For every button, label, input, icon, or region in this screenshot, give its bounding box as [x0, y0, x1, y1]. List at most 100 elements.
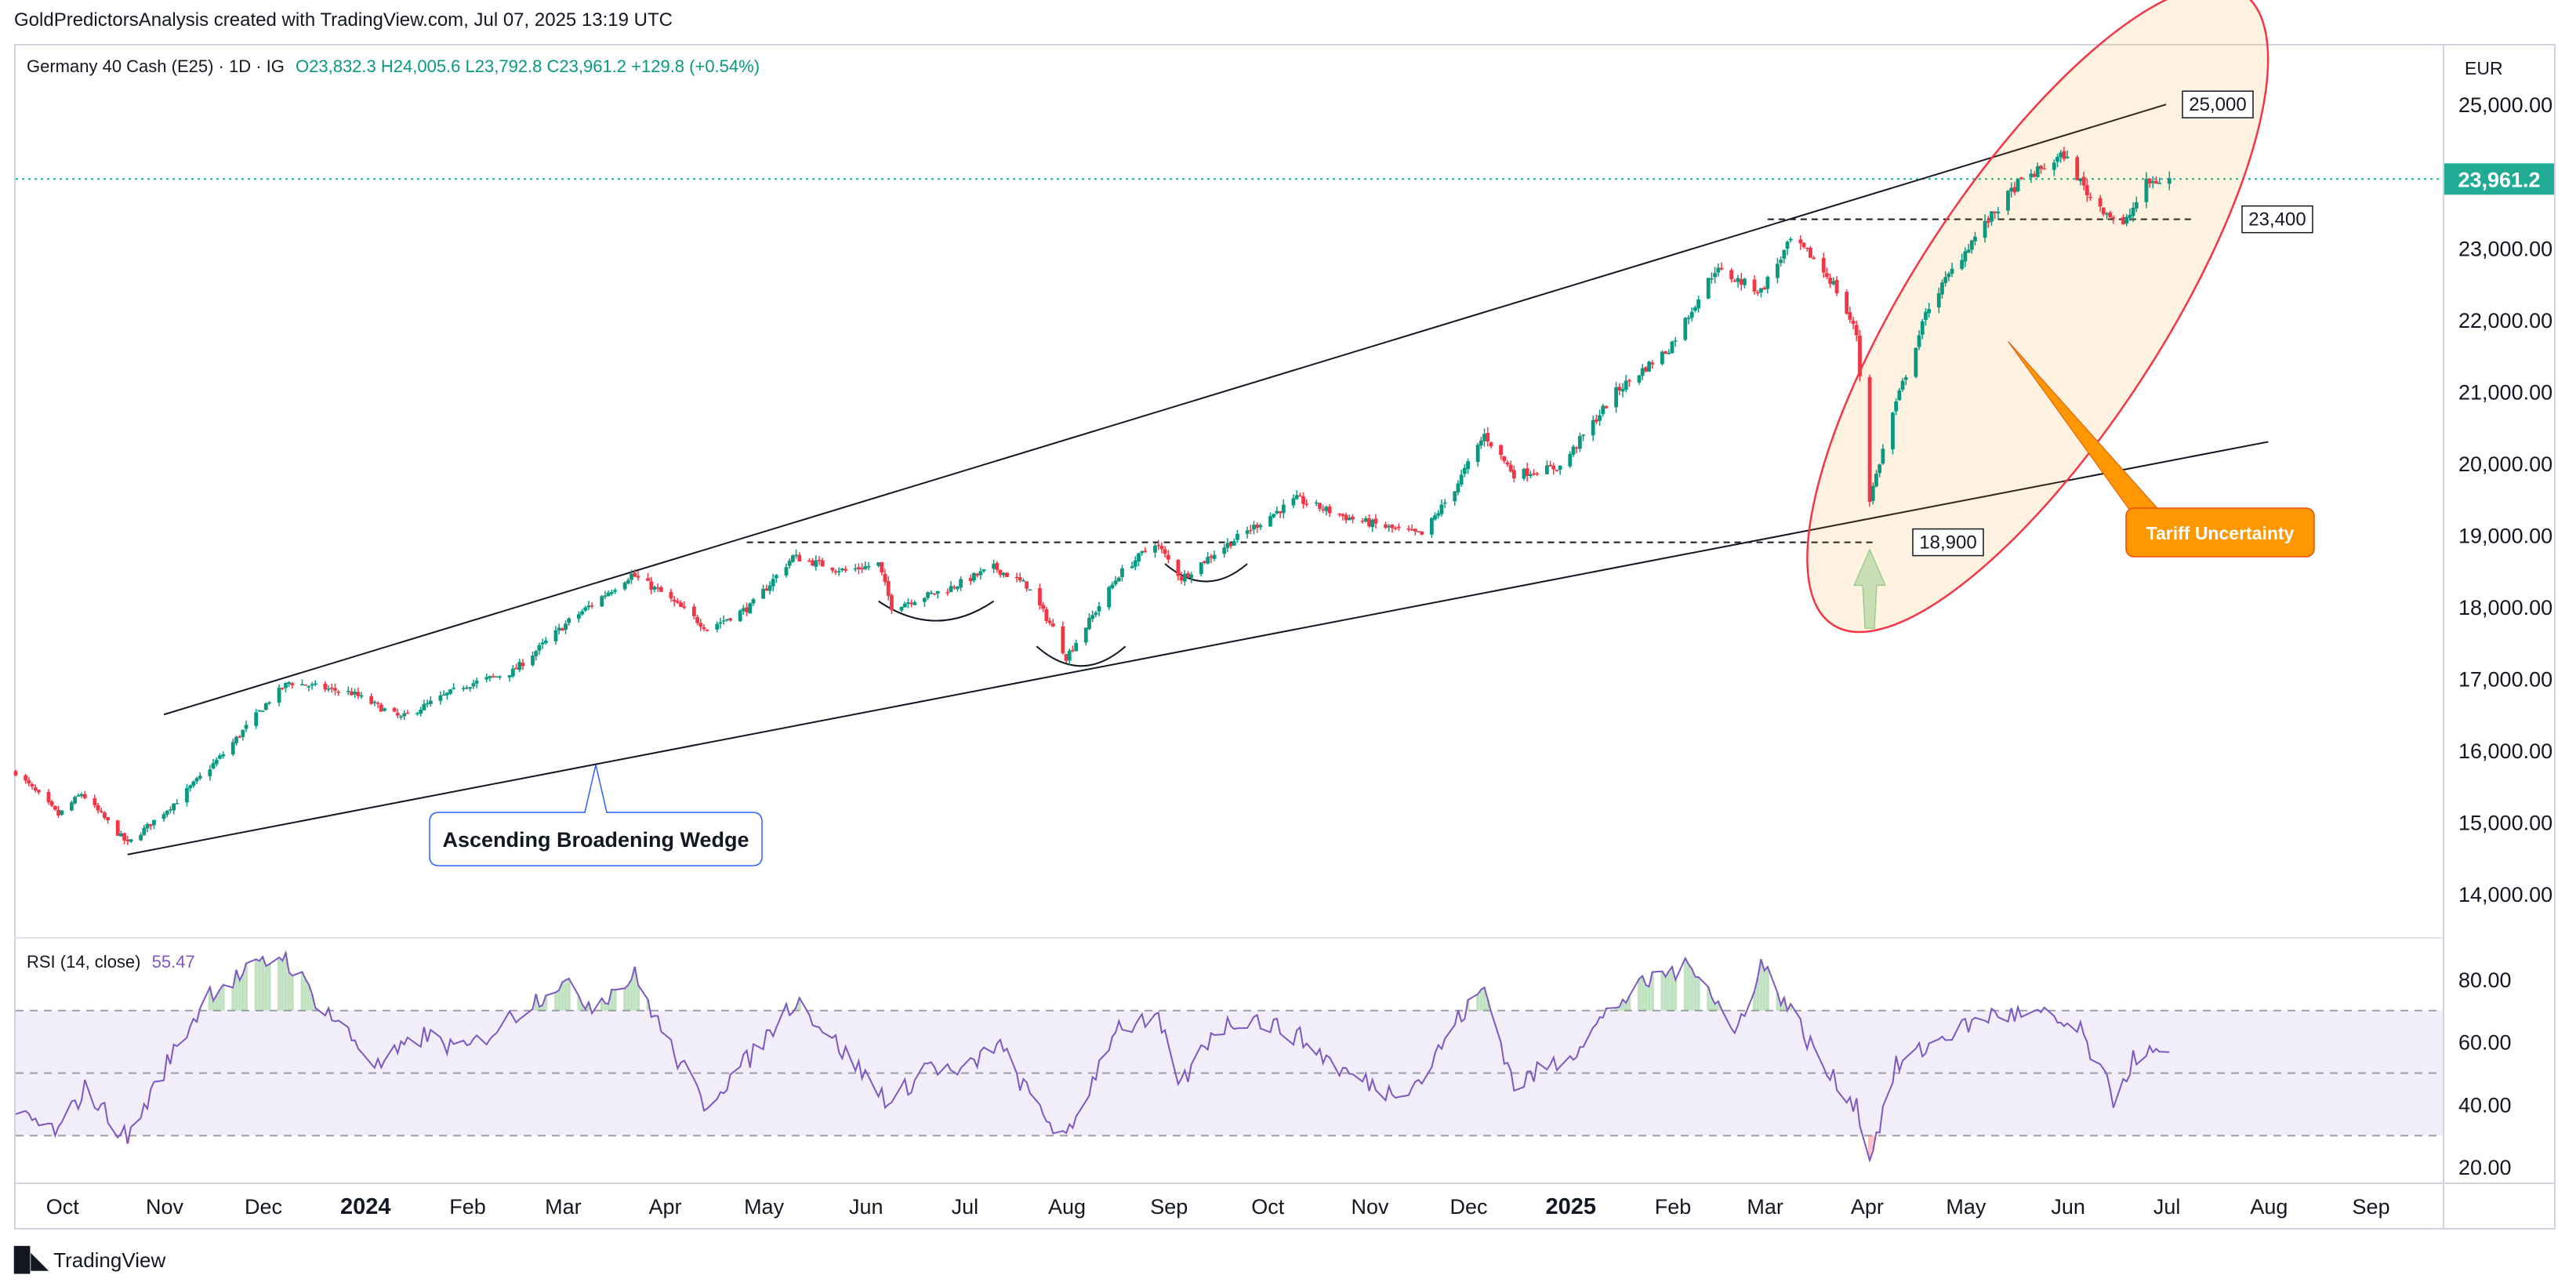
candle-body [1601, 405, 1605, 415]
candle-body [583, 607, 588, 611]
candle-body [1900, 380, 1905, 391]
candle-body [428, 700, 433, 704]
candle-body [300, 684, 304, 685]
candle-body [510, 668, 515, 677]
candle-body [185, 788, 189, 803]
candle-body [405, 712, 410, 714]
currency-label[interactable]: EUR [2465, 58, 2503, 78]
candle-body [1025, 581, 1029, 589]
tradingview-logo-icon: ▉◣ [14, 1248, 49, 1273]
candle-body [1801, 242, 1806, 248]
wedge-upper-trendline [163, 104, 2167, 716]
candle-body [425, 703, 430, 705]
rsi-legend[interactable]: RSI (14, close) 55.47 [27, 952, 195, 972]
candle-body [1689, 311, 1694, 318]
candle-body [1166, 554, 1170, 560]
candle-body [2121, 217, 2125, 225]
candle-body [1337, 514, 1342, 515]
price-scale-divider [2443, 44, 2444, 1230]
candle-body [586, 605, 591, 608]
candle-body [1120, 568, 1124, 577]
candle-body [422, 703, 426, 710]
candle-body [2012, 187, 2017, 193]
candle-body [441, 694, 446, 696]
candle-body [702, 627, 706, 630]
candle-body [383, 708, 386, 711]
tradingview-logo[interactable]: ▉◣ TradingView [14, 1247, 165, 1274]
candle-body [820, 560, 825, 567]
candle-body [1927, 309, 1932, 314]
candle-body [76, 795, 81, 797]
candle-body [1363, 518, 1368, 522]
highlight-ellipse [1806, 0, 2269, 634]
candle-body [1755, 292, 1760, 294]
candle-body [902, 603, 907, 608]
candle-body [564, 623, 568, 630]
candle-body [1324, 507, 1329, 511]
candle-body [1914, 347, 1918, 377]
candle-body [1390, 525, 1395, 529]
candle-body [1186, 572, 1190, 578]
candle-body [1163, 549, 1167, 554]
candle-body [280, 688, 285, 689]
candle-body [600, 596, 604, 607]
resistance-label: 25,000 [2189, 94, 2246, 115]
candle-body [2009, 187, 2014, 192]
candle-body [560, 628, 564, 631]
candle-body [1535, 473, 1540, 475]
candle-body [2157, 183, 2162, 184]
candle-body [863, 566, 868, 569]
time-tick-label: May [1946, 1195, 1986, 1219]
candle-body [257, 710, 262, 712]
candle-body [49, 801, 54, 806]
candle-body [2088, 197, 2092, 198]
pane-divider[interactable] [14, 937, 2443, 939]
candle-body [1673, 340, 1678, 342]
candle-body [1347, 518, 1351, 521]
candle-body [853, 568, 858, 570]
wedge-lower-trendline [127, 441, 2269, 856]
candle-body [474, 680, 479, 684]
candle-body [814, 560, 818, 567]
candle-body [1393, 528, 1398, 529]
candle-body [254, 712, 259, 726]
candle-body [876, 562, 881, 566]
candle-body [1228, 543, 1233, 547]
candle-body [1854, 325, 1859, 336]
candle-body [290, 683, 295, 685]
candle-body [1555, 470, 1559, 471]
candle-body [1594, 419, 1598, 422]
candle-body [1647, 361, 1652, 372]
candle-body [679, 602, 683, 607]
candle-body [1739, 278, 1743, 285]
candle-body [24, 775, 28, 781]
resistance-label-box [2182, 90, 2254, 118]
candle-body [2105, 213, 2109, 215]
candle-body [1736, 278, 1740, 282]
candle-body [461, 688, 466, 689]
candle-body [1924, 311, 1928, 321]
candle-body [1522, 469, 1526, 479]
candle-body [1732, 280, 1737, 282]
candle-body [761, 588, 765, 599]
candle-body [329, 687, 334, 689]
candle-body [745, 607, 749, 612]
candle-body [1743, 278, 1747, 285]
candle-body [633, 572, 637, 577]
candle-body [2128, 215, 2132, 218]
candle-body [1018, 577, 1022, 581]
symbol-legend[interactable]: Germany 40 Cash (E25) · 1D · IG O23,832.… [27, 56, 760, 77]
candle-body [771, 579, 775, 587]
candle-body [923, 598, 927, 602]
candle-body [1627, 380, 1631, 382]
candle-body [1291, 498, 1296, 506]
candle-body [353, 692, 357, 695]
level-label: 23,400 [2248, 209, 2306, 231]
symbol-title: Germany 40 Cash (E25) · 1D · IG [27, 56, 285, 76]
candle-body [514, 667, 518, 670]
candle-body [2062, 151, 2066, 159]
candle-body [721, 620, 726, 622]
candle-body [521, 663, 525, 667]
candle-body [1439, 504, 1444, 514]
